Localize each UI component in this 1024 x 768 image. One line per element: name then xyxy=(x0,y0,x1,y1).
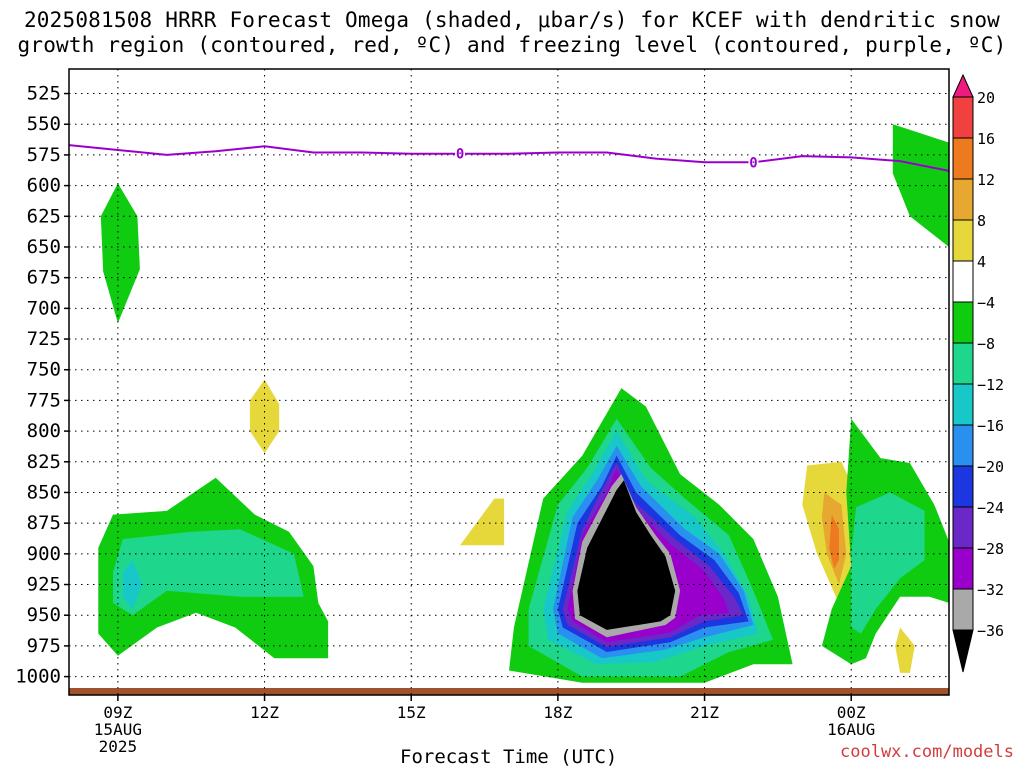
colorbar-swatch-6 xyxy=(952,342,974,385)
x-tick-label-12-0: 12Z xyxy=(250,703,279,722)
colorbar-label-13: −36 xyxy=(977,622,1004,640)
colorbar-swatch-4 xyxy=(952,260,974,303)
y-axis-ticks: 525 550 575 600 625 650 675 700 725 750 775 800 825 8… xyxy=(15,83,69,688)
shade-teal-left-lower xyxy=(113,529,304,616)
freezing-level-label-bg xyxy=(748,154,759,169)
colorbar-label-5: −4 xyxy=(977,294,995,312)
chart-title-line2: growth region (contoured, red, ºC) and f… xyxy=(17,33,1007,57)
y-tick-label-575: 575 xyxy=(27,144,61,166)
y-tick-label-750: 750 xyxy=(27,359,61,381)
shade-yellow-16z xyxy=(460,498,505,546)
y-tick-label-650: 650 xyxy=(27,236,61,258)
shade-black-core xyxy=(577,480,676,630)
freezing-level-contour: 00 xyxy=(69,144,949,172)
colorbar-label-1: 16 xyxy=(977,130,995,148)
colorbar-arrow-bottom xyxy=(952,629,974,673)
colorbar-label-10: −24 xyxy=(977,499,1004,517)
y-tick-label-825: 825 xyxy=(27,451,61,473)
colorbar-label-8: −16 xyxy=(977,417,1004,435)
omega-shading xyxy=(69,124,949,695)
x-tick-label-15-0: 15Z xyxy=(397,703,426,722)
colorbar-swatch-1 xyxy=(952,137,974,180)
colorbar-label-0: 20 xyxy=(977,89,995,107)
colorbar: 20 16 12 8 4 −4 −8 −12 −16 −20 −24 −28 −32 −36 xyxy=(952,73,1004,673)
y-tick-label-1000: 1000 xyxy=(15,666,61,688)
freezing-level-label-bg xyxy=(455,145,466,160)
freezing-level-label-text: 0 xyxy=(456,147,464,163)
colorbar-label-7: −12 xyxy=(977,376,1004,394)
shade-teal-right-lower xyxy=(851,492,925,634)
y-tick-label-975: 975 xyxy=(27,635,61,657)
colorbar-label-2: 12 xyxy=(977,171,995,189)
colorbar-label-6: −8 xyxy=(977,335,995,353)
x-tick-label-9-0: 09Z xyxy=(103,703,132,722)
y-tick-label-775: 775 xyxy=(27,389,61,411)
colorbar-swatch-0 xyxy=(952,96,974,139)
x-tick-label-18-0: 18Z xyxy=(543,703,572,722)
colorbar-swatch-12 xyxy=(952,588,974,631)
y-tick-label-600: 600 xyxy=(27,175,61,197)
x-tick-label-24-0: 00Z xyxy=(837,703,866,722)
y-tick-label-900: 900 xyxy=(27,543,61,565)
shade-yellow-right-lower xyxy=(895,627,915,673)
y-tick-label-725: 725 xyxy=(27,328,61,350)
ground-strip xyxy=(69,688,949,695)
y-tick-label-675: 675 xyxy=(27,267,61,289)
x-tick-label-9-2: 2025 xyxy=(99,737,138,756)
colorbar-swatch-11 xyxy=(952,547,974,590)
shade-yellow-12z xyxy=(249,379,280,454)
colorbar-label-9: −20 xyxy=(977,458,1004,476)
colorbar-label-12: −32 xyxy=(977,581,1004,599)
colorbar-swatch-3 xyxy=(952,219,974,262)
colorbar-swatch-8 xyxy=(952,424,974,467)
chart-title-line1: 2025081508 HRRR Forecast Omega (shaded, … xyxy=(23,8,1001,32)
y-tick-label-850: 850 xyxy=(27,481,61,503)
plot-frame xyxy=(68,68,950,696)
colorbar-swatch-7 xyxy=(952,383,974,426)
colorbar-swatch-2 xyxy=(952,178,974,221)
colorbar-swatch-10 xyxy=(952,506,974,549)
credit-link[interactable]: coolwx.com/models xyxy=(840,742,1014,762)
colorbar-arrow-top xyxy=(952,73,974,98)
x-tick-label-24-1: 16AUG xyxy=(827,720,875,739)
x-tick-label-21-0: 21Z xyxy=(690,703,719,722)
y-tick-label-950: 950 xyxy=(27,604,61,626)
freezing-level-label-1: 0 xyxy=(455,145,466,163)
shade-orange-23z xyxy=(829,514,839,569)
freezing-level-label-text: 0 xyxy=(749,155,757,171)
y-tick-label-625: 625 xyxy=(27,205,61,227)
y-tick-label-800: 800 xyxy=(27,420,61,442)
freezing-level-line xyxy=(69,144,949,172)
freezing-level-label-2: 0 xyxy=(748,154,759,171)
shade-cyan-left-lower xyxy=(122,560,143,610)
x-axis-label: Forecast Time (UTC) xyxy=(400,746,618,768)
y-tick-label-550: 550 xyxy=(27,113,61,135)
colorbar-swatch-5 xyxy=(952,301,974,344)
shade-green-upper-left xyxy=(100,183,140,324)
y-tick-label-925: 925 xyxy=(27,574,61,596)
shade-green-upper-right xyxy=(892,124,949,247)
y-tick-label-700: 700 xyxy=(27,297,61,319)
y-tick-label-525: 525 xyxy=(27,83,61,105)
colorbar-swatch-9 xyxy=(952,465,974,508)
colorbar-label-4: 4 xyxy=(977,253,986,271)
colorbar-label-3: 8 xyxy=(977,212,986,230)
y-tick-label-875: 875 xyxy=(27,512,61,534)
x-tick-label-9-1: 15AUG xyxy=(94,720,142,739)
colorbar-label-11: −28 xyxy=(977,540,1004,558)
grid-lines xyxy=(69,69,949,695)
